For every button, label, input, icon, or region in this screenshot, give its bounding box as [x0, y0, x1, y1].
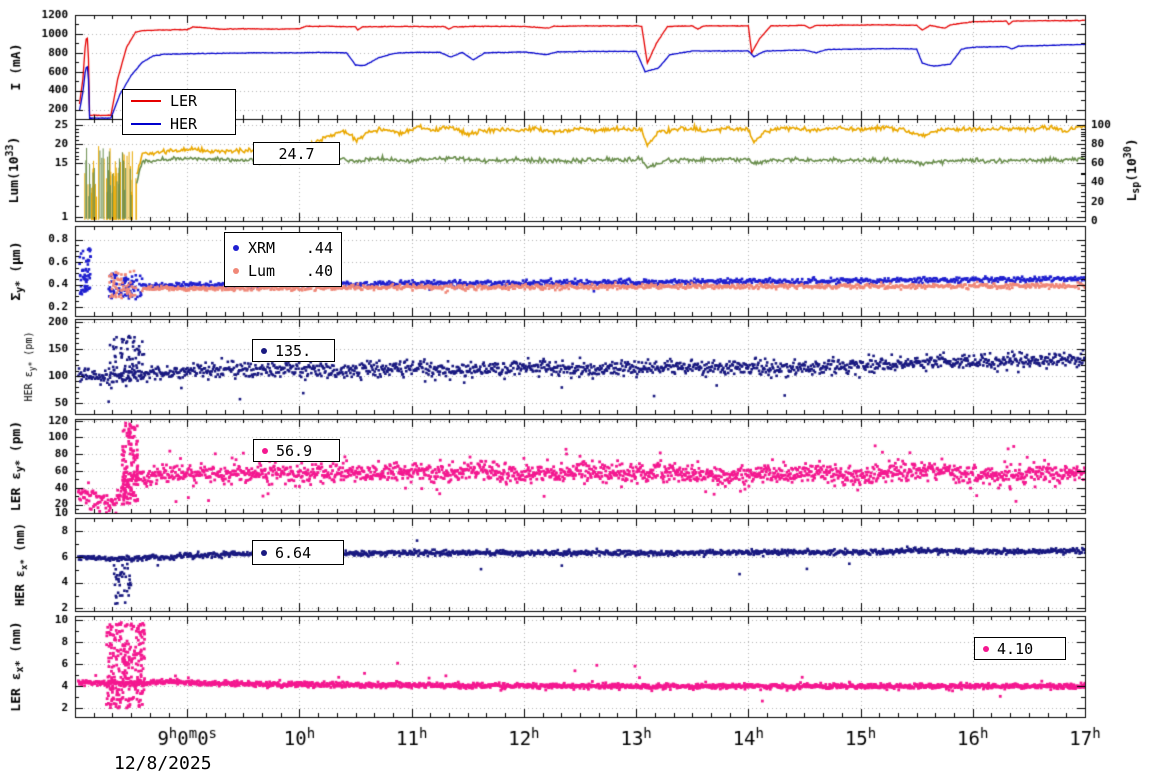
her-ey-value: 135. [275, 341, 312, 360]
her-ex-value-box: 6.64 [252, 540, 344, 565]
xrm-value: .44 [305, 239, 333, 257]
her-ex-marker-icon [261, 549, 267, 556]
her-ex-value: 6.64 [275, 543, 312, 562]
legend-item-lum: Lum .40 [233, 261, 333, 281]
ler-ex-marker-icon [983, 645, 989, 652]
ler-ex-value: 4.10 [997, 639, 1034, 658]
ler-legend-label: LER [170, 91, 198, 110]
legend-item-her: HER [131, 114, 227, 134]
ler-ex-value-box: 4.10 [974, 637, 1066, 660]
luminosity-value-box: 24.7 [253, 142, 340, 165]
date-label: 12/8/2025 [114, 753, 212, 774]
xrm-label: XRM [248, 239, 276, 257]
lum-label: Lum [248, 262, 276, 280]
legend-item-ler: LER [131, 91, 227, 111]
beam-current-legend: LER HER [122, 89, 236, 135]
lum-marker-icon [233, 268, 239, 274]
ler-ey-value: 56.9 [276, 441, 313, 460]
xrm-marker-icon [233, 245, 239, 251]
ler-line-swatch [131, 99, 161, 102]
her-legend-label: HER [170, 114, 198, 133]
ler-ey-marker-icon [262, 447, 268, 454]
lum-value: .40 [305, 262, 333, 280]
ler-ey-value-box: 56.9 [253, 439, 340, 462]
legend-item-xrm: XRM .44 [233, 238, 333, 258]
her-ey-marker-icon [261, 347, 267, 354]
her-line-swatch [131, 122, 161, 125]
luminosity-value: 24.7 [278, 144, 315, 163]
her-ey-value-box: 135. [252, 339, 335, 362]
sigma-y-legend: XRM .44 Lum .40 [224, 232, 342, 287]
